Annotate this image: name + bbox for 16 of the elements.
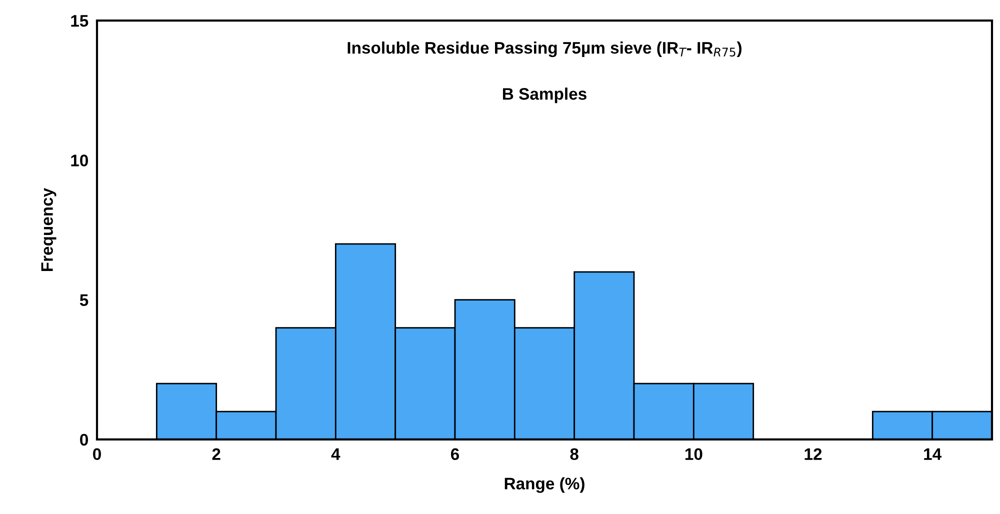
y-tick-label: 0 <box>80 434 88 446</box>
x-tick-label: 0 <box>93 448 101 460</box>
y-axis-title: Frequency <box>41 188 56 272</box>
x-tick-label: 6 <box>450 448 460 460</box>
x-tick-label: 10 <box>685 448 702 460</box>
x-axis-title: Range (%) <box>504 477 584 493</box>
x-tick-label: 12 <box>804 448 822 460</box>
x-tick-label: 14 <box>924 448 942 460</box>
x-tick-label: 8 <box>570 448 578 460</box>
x-tick-label: 2 <box>212 448 220 460</box>
y-tick-label: 5 <box>80 294 88 306</box>
text: Insoluble Residue Passing 75µm sieve (IR$_{T}$- IR$_{R75}$) <box>348 42 742 58</box>
y-tick-label: 10 <box>71 154 88 166</box>
y-tick-label: 15 <box>71 15 88 27</box>
text: B Samples <box>503 88 586 104</box>
x-tick-label: 4 <box>331 448 340 460</box>
